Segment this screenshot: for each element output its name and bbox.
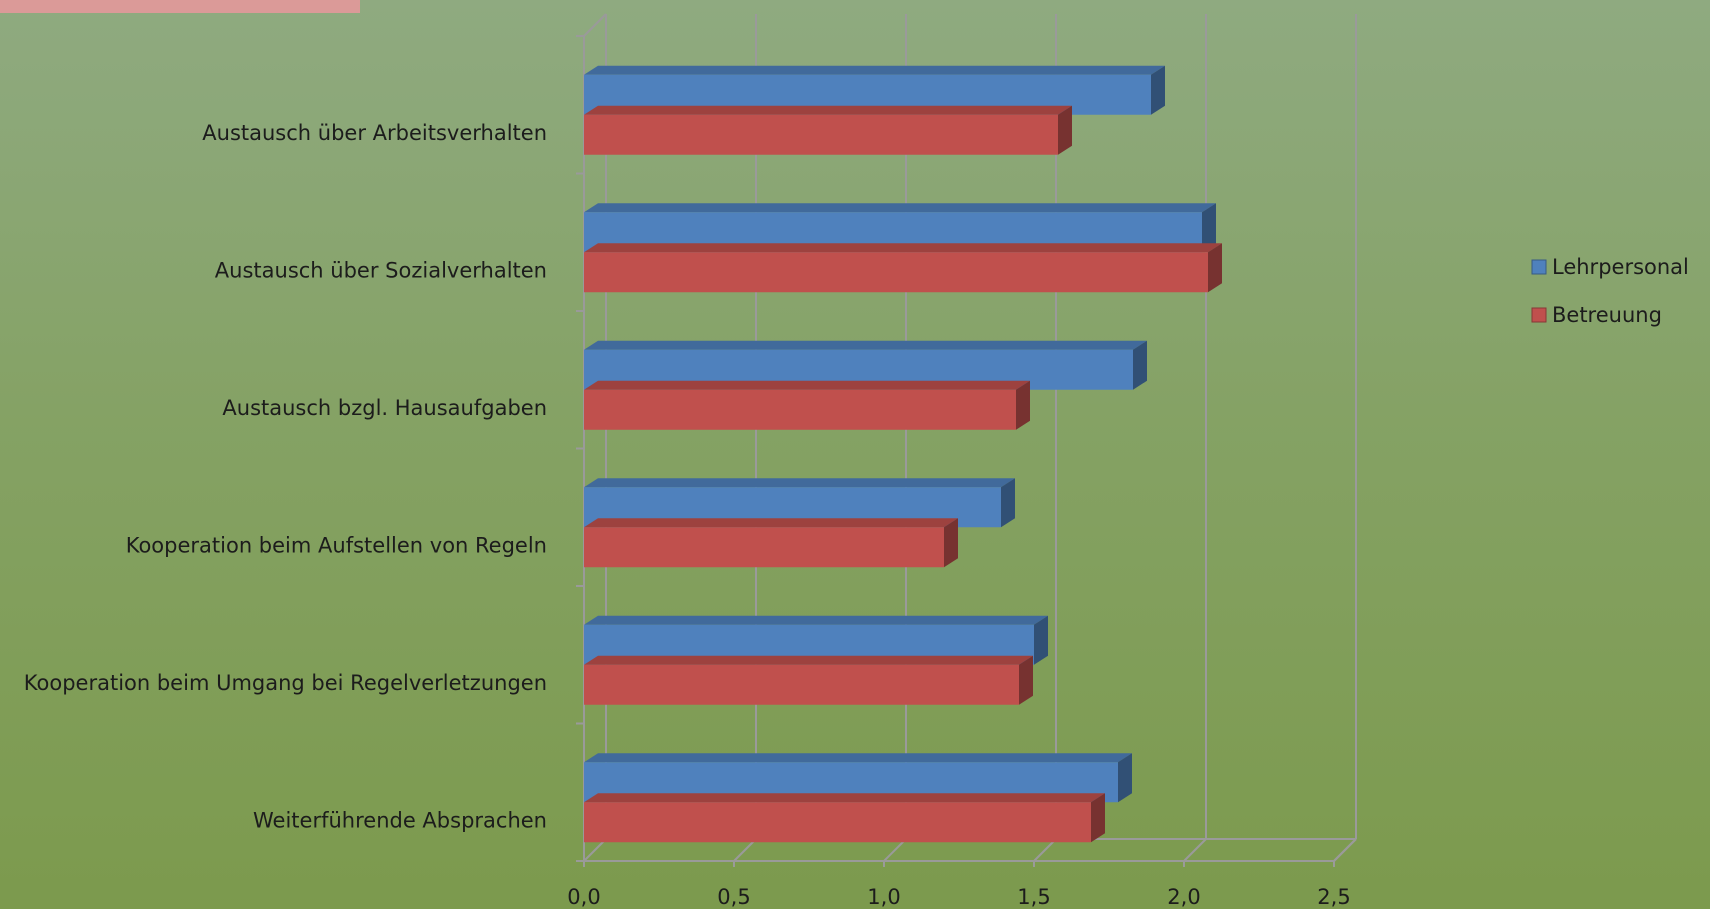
bar-side-face (1151, 65, 1165, 115)
bar-top-face (584, 340, 1147, 350)
legend-swatch (1531, 259, 1547, 275)
bar-betreuung-1 (584, 105, 1072, 155)
bar-side-face (1091, 793, 1105, 843)
bar-betreuung-5 (584, 655, 1033, 705)
bar-front-face (584, 252, 1208, 293)
x-tick-label: 0,5 (717, 885, 750, 909)
bar-side-face (1118, 753, 1132, 803)
bar-betreuung-4 (584, 518, 958, 568)
bar-side-face (1202, 203, 1216, 253)
bar-side-face (1034, 615, 1048, 665)
bar-betreuung-2 (584, 243, 1222, 293)
category-label: Austausch über Sozialverhalten (215, 258, 547, 282)
bar-top-face (584, 793, 1105, 803)
bar-betreuung-6 (584, 793, 1105, 843)
bar-front-face (584, 802, 1091, 843)
bar-front-face (584, 527, 944, 568)
corner-tab-decoration (0, 0, 360, 13)
bar-top-face (584, 380, 1030, 390)
x-tick-label: 2,0 (1167, 885, 1200, 909)
floor-gridline (1333, 838, 1357, 862)
category-label: Austausch über Arbeitsverhalten (202, 121, 547, 145)
bars (584, 65, 1222, 843)
bar-side-face (1016, 380, 1030, 430)
bar-top-face (584, 243, 1222, 253)
bar-top-face (584, 105, 1072, 115)
bar-side-face (1208, 243, 1222, 293)
category-labels: Austausch über Arbeitsverhalten Austausch… (24, 121, 547, 833)
legend-item-lehrpersonal[interactable]: Lehrpersonal (1531, 255, 1689, 279)
bar-side-face (944, 518, 958, 568)
bar-side-face (1133, 340, 1147, 390)
floor-gridline (1033, 838, 1057, 862)
axes (576, 35, 1335, 867)
x-tick-labels: 0,0 0,5 1,0 1,5 2,0 2,5 (567, 885, 1350, 909)
bar-top-face (584, 655, 1033, 665)
category-label: Kooperation beim Aufstellen von Regeln (126, 533, 547, 557)
bar-betreuung-3 (584, 380, 1030, 430)
bar-top-face (584, 615, 1048, 625)
x-tick-label: 1,5 (1017, 885, 1050, 909)
side-wall-top-edge (583, 13, 607, 37)
floor-gridline (1183, 838, 1207, 862)
bar-top-face (584, 65, 1165, 75)
legend-label: Betreuung (1552, 303, 1662, 327)
bar-top-face (584, 478, 1015, 488)
bar-front-face (584, 664, 1019, 705)
legend: Lehrpersonal Betreuung (1531, 255, 1689, 327)
bar-side-face (1019, 655, 1033, 705)
floor-gridline (583, 838, 607, 862)
bar-top-face (584, 753, 1132, 763)
bar-side-face (1001, 478, 1015, 528)
legend-item-betreuung[interactable]: Betreuung (1531, 303, 1662, 327)
category-label: Weiterführende Absprachen (253, 808, 547, 832)
bar-front-face (584, 389, 1016, 430)
x-tick-label: 1,0 (867, 885, 900, 909)
bar-top-face (584, 518, 958, 528)
x-tick-label: 0,0 (567, 885, 600, 909)
bar-side-face (1058, 105, 1072, 155)
x-tick-label: 2,5 (1317, 885, 1350, 909)
floor-gridline (733, 838, 757, 862)
legend-swatch (1531, 307, 1547, 323)
category-label: Austausch bzgl. Hausaufgaben (222, 396, 547, 420)
legend-label: Lehrpersonal (1552, 255, 1689, 279)
floor-gridline (883, 838, 907, 862)
category-label: Kooperation beim Umgang bei Regelverletz… (24, 671, 547, 695)
bar-front-face (584, 114, 1058, 155)
bar-top-face (584, 203, 1216, 213)
